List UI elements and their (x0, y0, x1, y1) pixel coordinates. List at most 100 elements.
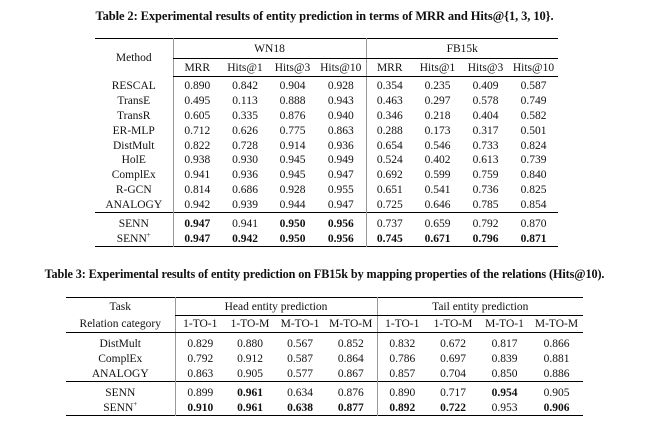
metric-header: MRR (365, 58, 413, 77)
method-cell: SENN+ (95, 231, 173, 247)
method-name: R-GCN (115, 183, 152, 196)
value-cell: 0.942 (232, 232, 258, 245)
category-header: 1-TO-M (427, 315, 479, 333)
value-cell: 0.546 (424, 139, 451, 152)
value-cell: 0.235 (424, 80, 451, 93)
category-header: M-TO-1 (275, 315, 325, 333)
value-cell: 0.335 (232, 109, 258, 122)
value-cell: 0.950 (279, 232, 306, 245)
table-row: ANALOGY 0.863 0.905 0.577 0.867 0.857 0.704 0.8… (66, 366, 583, 382)
value-cell: 0.524 (365, 152, 413, 168)
value-cell: 0.892 (376, 400, 427, 416)
metric-header: Hits@10 (509, 58, 558, 77)
value-cell: 0.864 (337, 352, 364, 365)
value-cell: 0.890 (172, 76, 221, 94)
table-row: ComplEx 0.792 0.912 0.587 0.864 0.786 0.697 0.8… (66, 351, 583, 366)
metric-header: Hits@1 (221, 58, 269, 77)
category-header: M-TO-M (325, 315, 377, 333)
task-header: Task (109, 300, 132, 313)
table-row: SENN+ 0.947 0.942 0.950 0.956 0.745 0.671 0.796… (95, 231, 558, 247)
value-cell: 0.899 (174, 381, 225, 400)
value-cell: 0.501 (520, 124, 547, 137)
method-cell: ComplEx (95, 168, 173, 183)
metric-header: Hits@3 (462, 58, 509, 77)
table-row: TransE 0.495 0.113 0.888 0.943 0.463 0.297 0.57… (95, 93, 558, 109)
value-cell: 0.863 (174, 366, 225, 382)
method-cell: ANALOGY (95, 197, 173, 212)
value-cell: 0.825 (520, 183, 547, 196)
value-cell: 0.587 (520, 80, 547, 93)
method-name: SENN (103, 401, 134, 414)
table-row: SENN 0.947 0.941 0.950 0.956 0.737 0.659 0.792 0… (95, 212, 558, 232)
value-cell: 0.867 (337, 367, 364, 380)
value-cell: 0.857 (376, 366, 427, 382)
table3-caption: Table 3: Experimental results of entity … (44, 267, 605, 281)
value-cell: 0.759 (472, 169, 499, 182)
value-cell: 0.956 (327, 232, 354, 245)
table-row: TransR 0.605 0.335 0.876 0.940 0.346 0.218 0.40… (95, 108, 558, 124)
method-cell: SENN (95, 212, 173, 232)
value-cell: 0.605 (172, 108, 221, 124)
value-cell: 0.941 (172, 167, 221, 183)
method-cell: ANALOGY (66, 366, 175, 382)
value-cell: 0.876 (279, 109, 306, 122)
table-row: DistMult 0.829 0.880 0.567 0.852 0.832 0.672 0.… (66, 332, 583, 351)
method-cell: SENN (66, 381, 175, 400)
value-cell: 0.947 (172, 231, 221, 247)
value-cell: 0.218 (424, 109, 451, 122)
value-cell: 0.173 (424, 124, 451, 137)
value-cell: 0.877 (337, 401, 364, 414)
value-cell: 0.961 (237, 401, 263, 414)
value-cell: 0.880 (237, 337, 263, 350)
value-cell: 0.463 (365, 93, 413, 109)
table2: Method WN18 FB15k MRR Hits@1 Hits@3 Hits… (95, 38, 558, 248)
value-cell: 0.914 (279, 139, 306, 152)
value-cell: 0.578 (472, 95, 499, 108)
value-cell: 0.577 (287, 367, 313, 380)
dataset-header-fb15k: FB15k (365, 38, 558, 59)
value-cell: 0.737 (365, 212, 413, 232)
value-cell: 0.829 (174, 332, 225, 351)
value-cell: 0.725 (365, 197, 413, 213)
method-name: HolE (121, 154, 146, 167)
value-cell: 0.792 (174, 351, 225, 366)
value-cell: 0.876 (325, 381, 377, 400)
value-cell: 0.728 (232, 139, 258, 152)
value-cell: 0.736 (472, 183, 499, 196)
value-cell: 0.939 (232, 198, 258, 211)
value-cell: 0.288 (365, 123, 413, 139)
value-cell: 0.654 (365, 138, 413, 153)
value-cell: 0.936 (327, 139, 354, 152)
method-name: SENN (105, 386, 136, 399)
value-cell: 0.646 (424, 198, 451, 211)
metric-header: Hits@1 (413, 58, 462, 77)
value-cell: 0.317 (472, 124, 499, 137)
value-cell: 0.613 (472, 154, 499, 167)
method-cell: TransR (95, 109, 173, 124)
value-cell: 0.945 (279, 154, 306, 167)
method-name: RESCAL (111, 80, 156, 93)
value-cell: 0.928 (279, 183, 306, 196)
method-cell: DistMult (95, 138, 173, 153)
table2-caption: Table 2: Experimental results of entity … (95, 9, 554, 23)
method-name: ER-MLP (112, 124, 155, 137)
value-cell: 0.850 (491, 367, 518, 380)
value-cell: 0.626 (232, 124, 258, 137)
value-cell: 0.775 (279, 124, 306, 137)
value-cell: 0.717 (427, 381, 479, 400)
value-cell: 0.906 (543, 401, 570, 414)
method-cell: R-GCN (95, 183, 173, 198)
value-cell: 0.354 (365, 76, 413, 94)
method-cell: ComplEx (66, 351, 175, 366)
category-header: 1-TO-1 (376, 315, 427, 333)
method-header: Method (115, 51, 152, 64)
value-cell: 0.634 (275, 381, 325, 400)
method-name: ComplEx (111, 169, 156, 182)
category-header: M-TO-1 (479, 315, 530, 333)
value-cell: 0.886 (543, 367, 570, 380)
method-name: ANALOGY (105, 198, 163, 211)
value-cell: 0.842 (232, 80, 258, 93)
value-cell: 0.944 (279, 198, 306, 211)
value-cell: 0.866 (543, 337, 570, 350)
value-cell: 0.495 (172, 93, 221, 109)
